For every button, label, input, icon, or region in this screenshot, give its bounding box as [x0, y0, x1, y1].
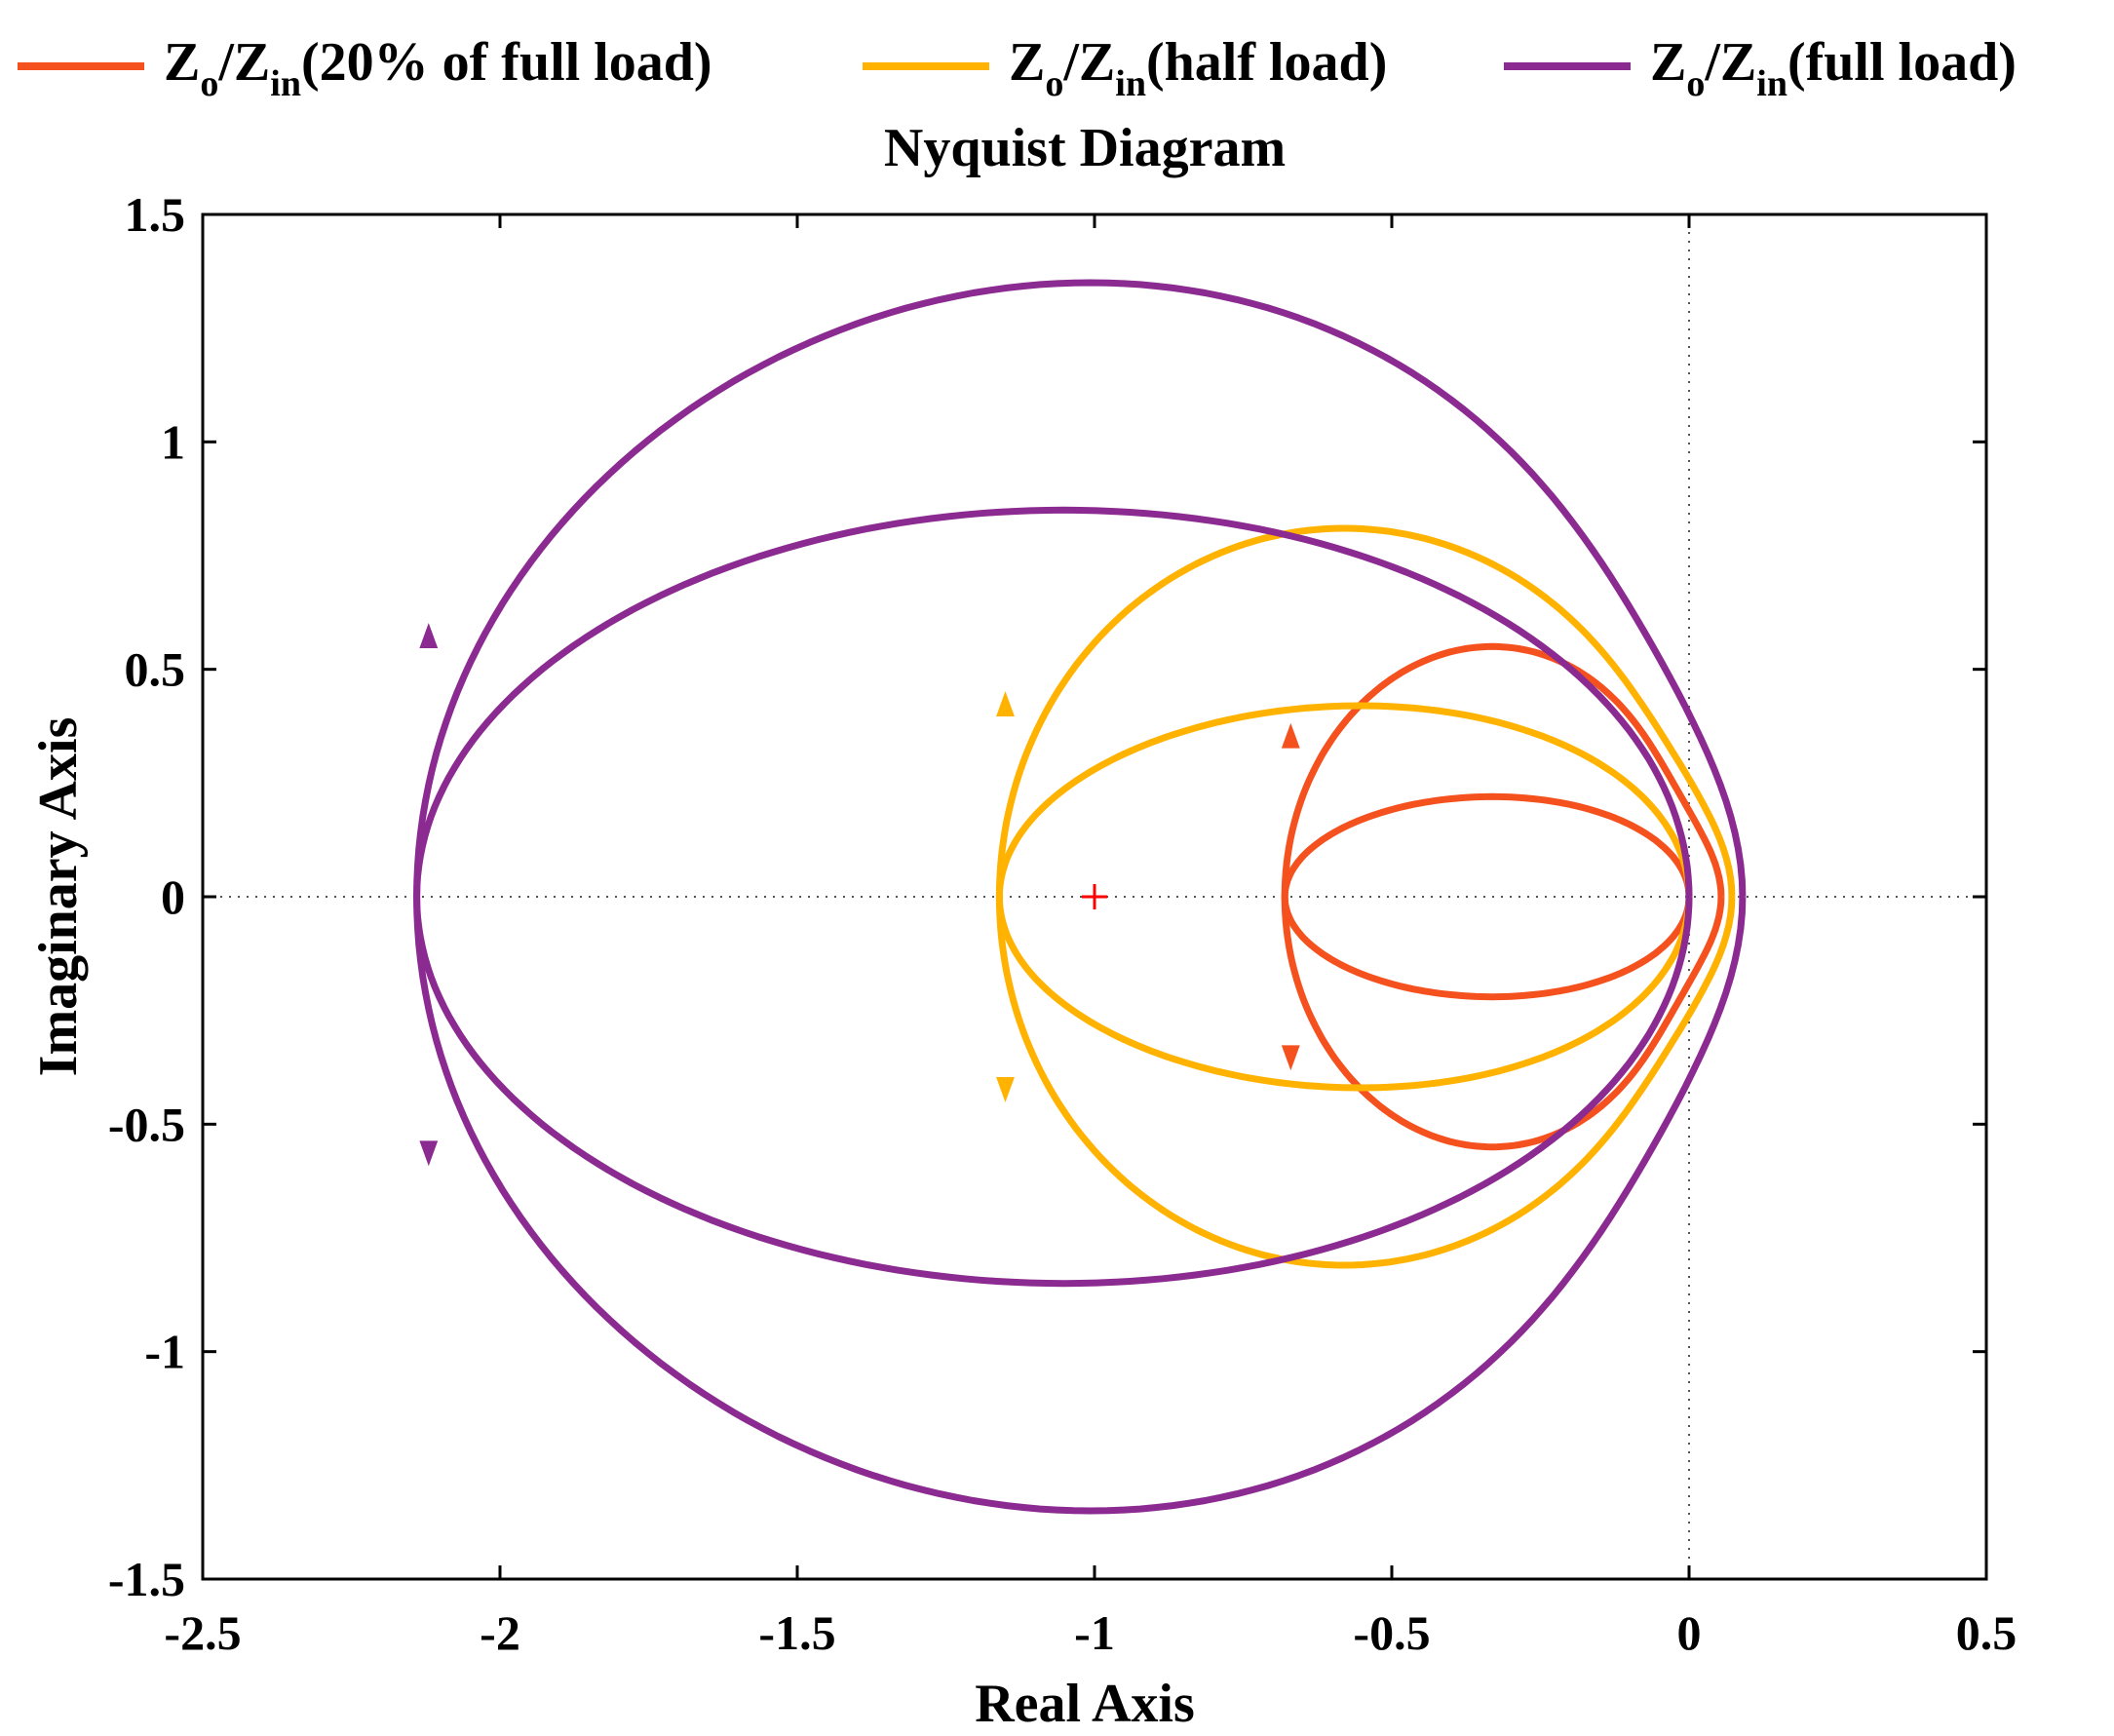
x-tick-label: -1.5 — [758, 1605, 835, 1660]
series-0-loop-1-lower — [1281, 896, 1693, 1001]
legend-item-0: Zo/Zin(20% of full load) — [18, 32, 712, 104]
arrow-layer — [419, 623, 1300, 1167]
series-1-loop-1-upper — [995, 702, 1693, 898]
series-0-loop-0-lower — [1281, 896, 1725, 1151]
series-2-loop-1-upper — [413, 506, 1693, 898]
series-2-arrow-0 — [419, 623, 439, 648]
legend-item-2: Zo/Zin(full load) — [1504, 32, 2017, 104]
series-2-loop-0-upper — [413, 279, 1747, 898]
x-tick-label: 0 — [1677, 1605, 1702, 1660]
y-tick-label: -0.5 — [108, 1097, 185, 1151]
series-0-arrow-1 — [1281, 1045, 1300, 1071]
legend-label: Zo/Zin(20% of full load) — [164, 32, 712, 104]
series-1-loop-1-lower — [995, 896, 1693, 1092]
legend-label: Zo/Zin(full load) — [1650, 32, 2017, 104]
series-1 — [995, 524, 1736, 1269]
series-1-loop-0-upper — [995, 524, 1736, 898]
series-0-loop-1-upper — [1281, 792, 1693, 898]
critical-point-marker — [1082, 884, 1107, 909]
y-tick-label: 0.5 — [125, 642, 186, 697]
series-2-loop-1-lower — [413, 896, 1693, 1288]
marker-layer — [1082, 884, 1107, 909]
y-tick-label: -1 — [144, 1325, 185, 1379]
series-1-arrow-0 — [996, 691, 1015, 716]
x-tick-label: 0.5 — [1956, 1605, 2018, 1660]
x-tick-label: -2 — [480, 1605, 520, 1660]
x-tick-label: -2.5 — [164, 1605, 241, 1660]
y-tick-label: 1 — [161, 414, 185, 469]
y-tick-label: -1.5 — [108, 1552, 185, 1606]
legend: Zo/Zin(20% of full load) Zo/Zin(half load… — [18, 32, 2017, 104]
x-tick-label: -1 — [1074, 1605, 1115, 1660]
tick-layer: -2.5 -2 -1.5 -1 -0.5 0 0.5 1.5 1 0.5 0 -0.5 -1 -1.5 — [108, 187, 2017, 1660]
chart-title: Nyquist Diagram — [884, 118, 1286, 178]
series-0 — [1281, 642, 1725, 1151]
series-0-arrow-0 — [1281, 722, 1300, 749]
x-tick-label: -0.5 — [1353, 1605, 1430, 1660]
legend-item-1: Zo/Zin(half load) — [863, 32, 1387, 104]
x-axis-label: Real Axis — [975, 1674, 1195, 1734]
series-layer — [413, 279, 1747, 1515]
series-1-loop-0-lower — [995, 896, 1736, 1269]
series-2-arrow-1 — [419, 1140, 439, 1167]
legend-label: Zo/Zin(half load) — [1009, 32, 1387, 104]
y-axis-label: Imaginary Axis — [28, 717, 89, 1077]
series-0-loop-0-upper — [1281, 642, 1725, 898]
series-2 — [413, 279, 1747, 1515]
series-2-loop-0-lower — [413, 896, 1747, 1515]
y-tick-label: 0 — [161, 869, 185, 924]
y-tick-label: 1.5 — [125, 187, 186, 242]
series-1-arrow-1 — [996, 1077, 1015, 1102]
